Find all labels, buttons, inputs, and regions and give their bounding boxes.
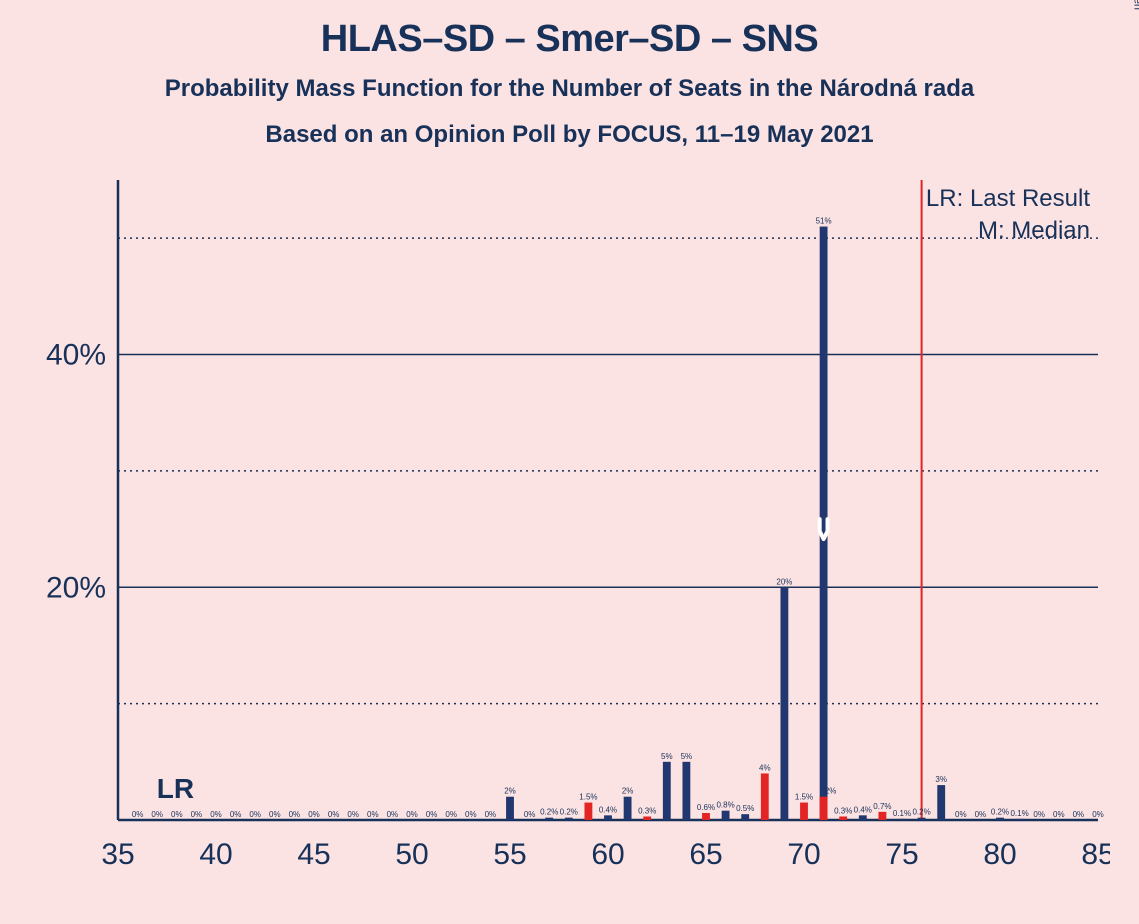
- svg-text:0%: 0%: [269, 810, 281, 819]
- chart-titles: HLAS–SD – Smer–SD – SNS Probability Mass…: [0, 0, 1139, 149]
- svg-text:LR: LR: [157, 773, 194, 804]
- svg-text:0.5%: 0.5%: [736, 804, 754, 813]
- svg-text:0%: 0%: [191, 810, 203, 819]
- svg-text:0.2%: 0.2%: [540, 808, 558, 817]
- svg-text:0.7%: 0.7%: [873, 802, 891, 811]
- svg-text:0.3%: 0.3%: [638, 807, 656, 816]
- svg-text:2%: 2%: [504, 787, 516, 796]
- svg-text:65: 65: [689, 838, 722, 871]
- svg-text:0%: 0%: [132, 810, 144, 819]
- svg-text:LR: Last Result: LR: Last Result: [926, 185, 1090, 212]
- svg-text:2%: 2%: [825, 787, 837, 796]
- svg-text:0%: 0%: [524, 810, 536, 819]
- svg-text:0%: 0%: [445, 810, 457, 819]
- svg-text:0%: 0%: [249, 810, 261, 819]
- svg-text:0%: 0%: [347, 810, 359, 819]
- copyright-text: © 2021 Filip van Laenen: [1131, 0, 1139, 10]
- svg-text:60: 60: [591, 838, 624, 871]
- svg-text:0%: 0%: [289, 810, 301, 819]
- chart-svg: 20% 40% 35 40 45 50 55 60 65 70 75 80 85 0% 0% 0% 0% 0% 0%…: [40, 180, 1110, 900]
- svg-text:0%: 0%: [485, 810, 497, 819]
- svg-text:0%: 0%: [1033, 810, 1045, 819]
- svg-text:3%: 3%: [935, 775, 947, 784]
- svg-text:2%: 2%: [622, 787, 634, 796]
- svg-text:0%: 0%: [151, 810, 163, 819]
- chart-area: 20% 40% 35 40 45 50 55 60 65 70 75 80 85 0% 0% 0% 0% 0% 0%…: [40, 180, 1110, 900]
- svg-text:75: 75: [885, 838, 918, 871]
- svg-text:55: 55: [493, 838, 526, 871]
- svg-text:85: 85: [1081, 838, 1110, 871]
- svg-text:0.8%: 0.8%: [716, 801, 734, 810]
- svg-text:M: Median: M: Median: [978, 217, 1090, 244]
- svg-text:0%: 0%: [230, 810, 242, 819]
- svg-text:0.2%: 0.2%: [912, 808, 930, 817]
- svg-text:51%: 51%: [816, 217, 832, 226]
- svg-text:0%: 0%: [1053, 810, 1065, 819]
- svg-text:0.6%: 0.6%: [697, 803, 715, 812]
- svg-text:0%: 0%: [426, 810, 438, 819]
- svg-text:20%: 20%: [776, 577, 792, 586]
- svg-text:0%: 0%: [975, 810, 987, 819]
- svg-text:20%: 20%: [46, 571, 106, 604]
- title-main: HLAS–SD – Smer–SD – SNS: [0, 18, 1139, 61]
- svg-text:4%: 4%: [759, 763, 771, 772]
- svg-text:0.1%: 0.1%: [1010, 809, 1028, 818]
- svg-text:0%: 0%: [210, 810, 222, 819]
- svg-text:5%: 5%: [661, 752, 673, 761]
- svg-text:0%: 0%: [406, 810, 418, 819]
- svg-text:0%: 0%: [367, 810, 379, 819]
- svg-text:70: 70: [787, 838, 820, 871]
- svg-text:0.4%: 0.4%: [854, 805, 872, 814]
- svg-text:80: 80: [983, 838, 1016, 871]
- svg-text:0%: 0%: [308, 810, 320, 819]
- title-sub2: Based on an Opinion Poll by FOCUS, 11–19…: [0, 121, 1139, 149]
- svg-text:0%: 0%: [1092, 810, 1104, 819]
- svg-text:45: 45: [297, 838, 330, 871]
- svg-text:0%: 0%: [1073, 810, 1085, 819]
- svg-text:0.3%: 0.3%: [834, 807, 852, 816]
- svg-text:0%: 0%: [955, 810, 967, 819]
- svg-text:40%: 40%: [46, 339, 106, 372]
- svg-text:1.5%: 1.5%: [795, 793, 813, 802]
- title-sub1: Probability Mass Function for the Number…: [0, 75, 1139, 103]
- svg-text:0.4%: 0.4%: [599, 805, 617, 814]
- svg-text:40: 40: [199, 838, 232, 871]
- svg-text:0.2%: 0.2%: [560, 808, 578, 817]
- svg-text:0.1%: 0.1%: [893, 809, 911, 818]
- svg-text:0%: 0%: [171, 810, 183, 819]
- svg-text:5%: 5%: [681, 752, 693, 761]
- svg-text:50: 50: [395, 838, 428, 871]
- svg-text:1.5%: 1.5%: [579, 793, 597, 802]
- svg-text:0.2%: 0.2%: [991, 808, 1009, 817]
- svg-text:35: 35: [101, 838, 134, 871]
- svg-text:0%: 0%: [328, 810, 340, 819]
- svg-text:0%: 0%: [387, 810, 399, 819]
- svg-text:0%: 0%: [465, 810, 477, 819]
